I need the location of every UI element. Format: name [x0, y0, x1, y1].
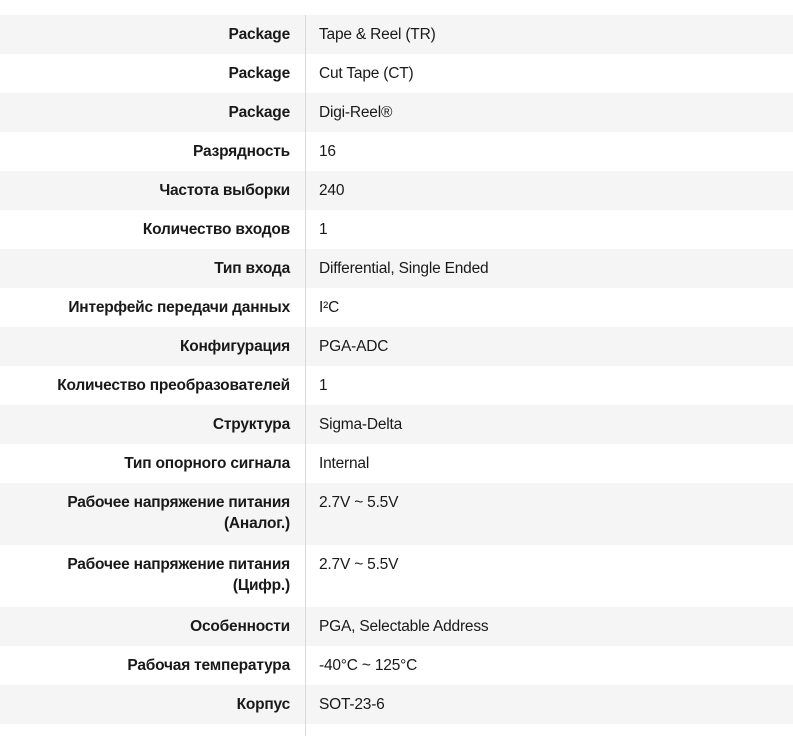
spec-label: Рабочая температура [127, 657, 290, 674]
spec-value: SOT-23-6 [305, 685, 793, 724]
spec-value: 2.7V ~ 5.5V [305, 483, 793, 545]
spec-row: Рабочее напряжение питания (Аналог.) 2.7… [0, 483, 793, 545]
spec-label: Особенности [190, 618, 290, 635]
spec-label: Корпус [236, 696, 291, 713]
spec-value: 16 [305, 132, 793, 171]
spec-row [0, 724, 793, 736]
spec-value: -40°C ~ 125°C [305, 646, 793, 685]
spec-value: Cut Tape (CT) [305, 54, 793, 93]
spec-label: Количество входов [142, 221, 290, 238]
spec-label: Рабочее напряжение питания (Аналог.) [67, 494, 290, 532]
spec-value: 1 [305, 210, 793, 249]
spec-row: Package Tape & Reel (TR) [0, 15, 793, 54]
spec-label: Рабочее напряжение питания (Цифр.) [67, 556, 290, 594]
spec-row: Рабочая температура -40°C ~ 125°C [0, 646, 793, 685]
spec-label: Package [228, 26, 290, 43]
spec-row: Частота выборки 240 [0, 171, 793, 210]
spec-row: Количество преобразователей 1 [0, 366, 793, 405]
spec-label: Тип входа [214, 260, 290, 277]
spec-label: Разрядность [193, 143, 290, 160]
spec-row: Структура Sigma-Delta [0, 405, 793, 444]
spec-label: Интерфейс передачи данных [68, 299, 290, 316]
spec-label: Конфигурация [179, 338, 290, 355]
spec-row: Разрядность 16 [0, 132, 793, 171]
spec-value: 1 [305, 366, 793, 405]
spec-value: Tape & Reel (TR) [305, 15, 793, 54]
spec-label: Количество преобразователей [57, 377, 290, 394]
spec-value [305, 724, 793, 736]
spec-value: Differential, Single Ended [305, 249, 793, 288]
spec-row: Конфигурация PGA-ADC [0, 327, 793, 366]
spec-row: Тип входа Differential, Single Ended [0, 249, 793, 288]
spec-row: Особенности PGA, Selectable Address [0, 607, 793, 646]
spec-value: Sigma-Delta [305, 405, 793, 444]
spec-value: PGA-ADC [305, 327, 793, 366]
spec-label: Package [228, 65, 290, 82]
spec-value: PGA, Selectable Address [305, 607, 793, 646]
spec-row: Package Cut Tape (CT) [0, 54, 793, 93]
spec-row: Package Digi-Reel® [0, 93, 793, 132]
spec-value: I²C [305, 288, 793, 327]
spec-value: 2.7V ~ 5.5V [305, 545, 793, 607]
spec-row: Тип опорного сигнала Internal [0, 444, 793, 483]
spec-row: Количество входов 1 [0, 210, 793, 249]
spec-value: Digi-Reel® [305, 93, 793, 132]
spec-row: Корпус SOT-23-6 [0, 685, 793, 724]
spec-value: 240 [305, 171, 793, 210]
spec-row: Рабочее напряжение питания (Цифр.) 2.7V … [0, 545, 793, 607]
spec-label: Тип опорного сигнала [124, 455, 290, 472]
spec-label: Package [228, 104, 290, 121]
spec-value: Internal [305, 444, 793, 483]
spec-label: Структура [212, 416, 290, 433]
spec-label: Частота выборки [159, 182, 290, 199]
spec-row: Интерфейс передачи данных I²C [0, 288, 793, 327]
